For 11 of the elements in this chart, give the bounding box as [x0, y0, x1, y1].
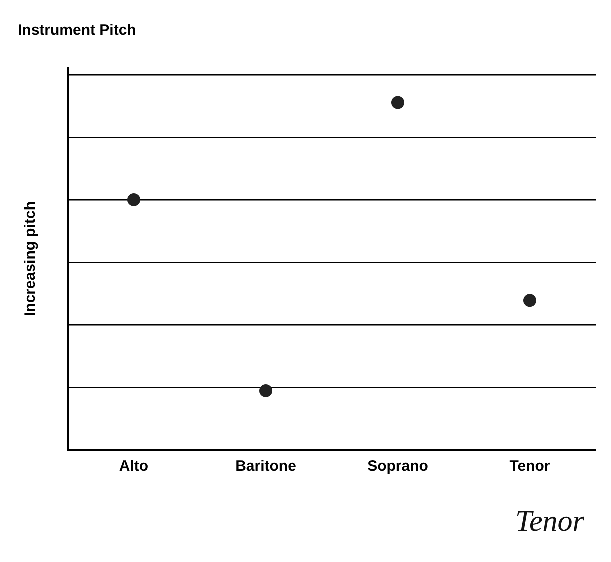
text: Tenor	[516, 504, 585, 538]
y-axis-title: Increasing pitch	[22, 201, 40, 317]
x-tick-label: Baritone	[236, 458, 296, 476]
point	[524, 294, 536, 308]
x-tick-label: Tenor	[510, 458, 550, 476]
point	[128, 193, 140, 206]
point	[260, 384, 272, 398]
chart-title: Instrument Pitch	[18, 22, 136, 40]
point	[392, 96, 404, 110]
x-tick-label: Alto	[119, 458, 149, 476]
x-tick-label: Soprano	[368, 458, 428, 476]
